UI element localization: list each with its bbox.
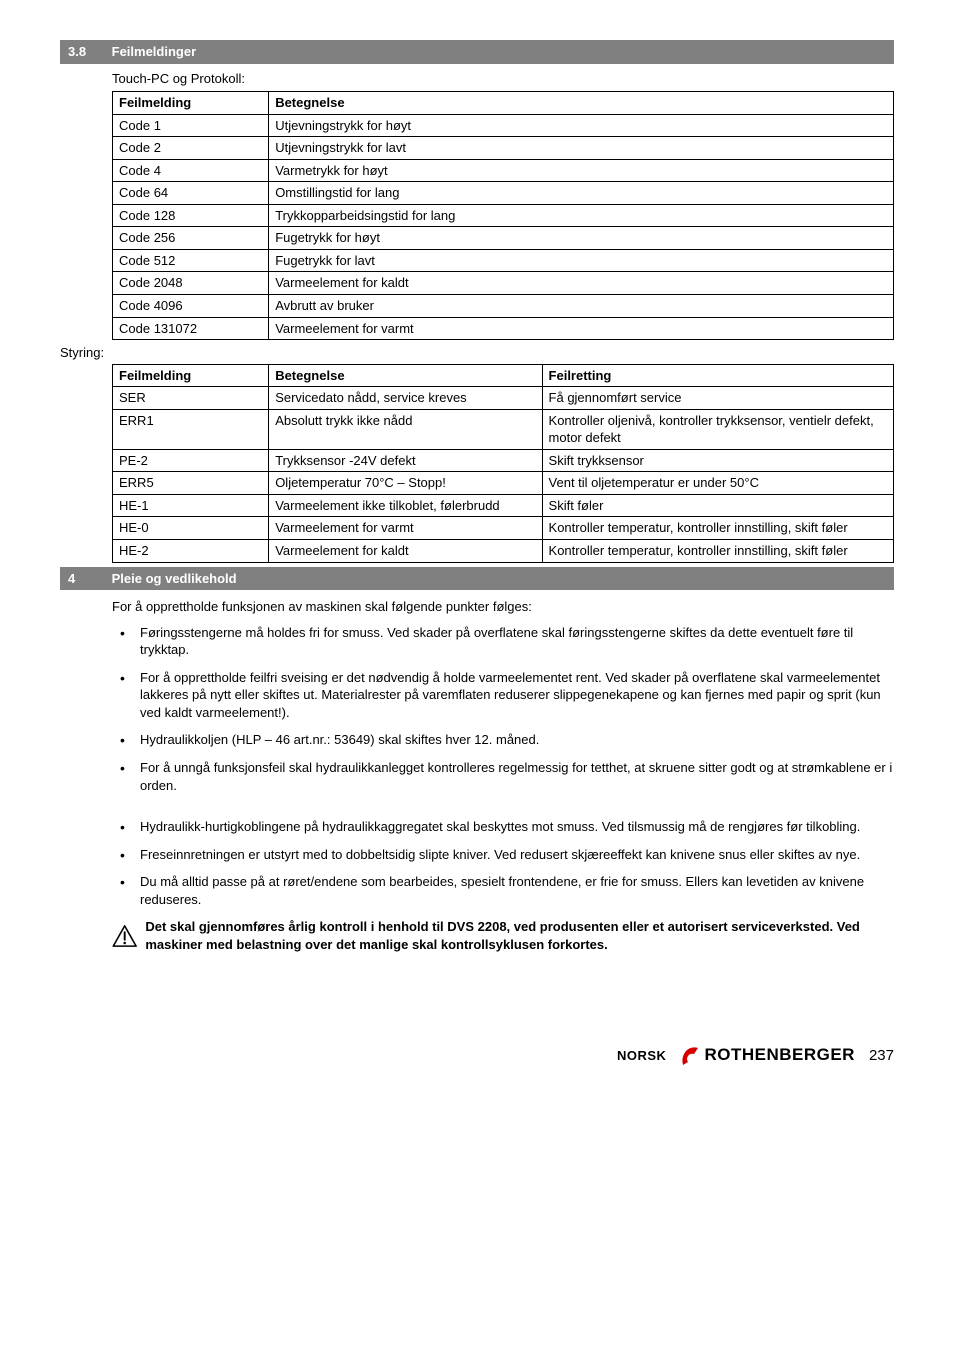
rothenberger-logo: ROTHENBERGER [680,1044,855,1067]
intro-text: For å opprettholde funksjonen av maskine… [112,598,894,616]
page-footer: NORSK ROTHENBERGER 237 [60,1044,894,1067]
table-cell: Trykkopparbeidsingstid for lang [269,204,894,227]
table-row: Code 2048Varmeelement for kaldt [113,272,894,295]
table-cell: Code 4096 [113,295,269,318]
section-header-feilmeldinger: 3.8 Feilmeldinger [60,40,894,64]
table-cell: Fugetrykk for lavt [269,249,894,272]
col-feilmelding: Feilmelding [113,92,269,115]
table-cell: Code 256 [113,227,269,250]
table-cell: Skift trykksensor [542,449,893,472]
footer-language: NORSK [617,1047,666,1065]
table-row: Code 4096Avbrutt av bruker [113,295,894,318]
table-cell: ERR5 [113,472,269,495]
table-cell: Varmeelement for varmt [269,317,894,340]
table-cell: Varmeelement for kaldt [269,540,542,563]
table-row: Code 128Trykkopparbeidsingstid for lang [113,204,894,227]
table-cell: Avbrutt av bruker [269,295,894,318]
table-row: PE-2Trykksensor -24V defektSkift trykkse… [113,449,894,472]
list-item: Hydraulikkoljen (HLP – 46 art.nr.: 53649… [112,731,894,749]
table-row: ERR1Absolutt trykk ikke nåddKontroller o… [113,409,894,449]
table-row: HE-2Varmeelement for kaldtKontroller tem… [113,540,894,563]
table-cell: PE-2 [113,449,269,472]
list-item: Hydraulikk-hurtigkoblingene på hydraulik… [112,818,894,836]
table-row: Code 64Omstillingstid for lang [113,182,894,205]
warning-icon [112,918,137,954]
list-item: For å unngå funksjonsfeil skal hydraulik… [112,759,894,794]
table-cell: HE-1 [113,494,269,517]
table-cell: Omstillingstid for lang [269,182,894,205]
table-cell: HE-0 [113,517,269,540]
table-cell: Skift føler [542,494,893,517]
section-title: Feilmeldinger [112,44,197,59]
section-title: Pleie og vedlikehold [112,571,237,586]
table-row: SERServicedato nådd, service krevesFå gj… [113,387,894,410]
table-cell: Utjevningstrykk for lavt [269,137,894,160]
table-cell: SER [113,387,269,410]
table-cell: Varmeelement for kaldt [269,272,894,295]
table-cell: Kontroller oljenivå, kontroller trykksen… [542,409,893,449]
touchpc-label: Touch-PC og Protokoll: [112,70,894,88]
list-item: Du må alltid passe på at røret/endene so… [112,873,894,908]
list-item: For å opprettholde feilfri sveising er d… [112,669,894,722]
table-row: Code 2Utjevningstrykk for lavt [113,137,894,160]
maintenance-list: Føringsstengerne må holdes fri for smuss… [112,624,894,909]
col-feilretting: Feilretting [542,364,893,387]
col-betegnelse: Betegnelse [269,92,894,115]
table-cell: Code 512 [113,249,269,272]
table-cell: Code 128 [113,204,269,227]
table-cell: Code 64 [113,182,269,205]
table-cell: Code 4 [113,159,269,182]
table-row: ERR5Oljetemperatur 70°C – Stopp!Vent til… [113,472,894,495]
list-item: Freseinnretningen er utstyrt med to dobb… [112,846,894,864]
table-cell: Fugetrykk for høyt [269,227,894,250]
table-cell: Få gjennomført service [542,387,893,410]
table-row: Code 1Utjevningstrykk for høyt [113,114,894,137]
table-cell: Trykksensor -24V defekt [269,449,542,472]
table-row: HE-1Varmeelement ikke tilkoblet, følerbr… [113,494,894,517]
styring-label: Styring: [60,344,894,362]
section-num: 3.8 [68,43,108,61]
section-num: 4 [68,570,108,588]
table-header-row: Feilmelding Betegnelse [113,92,894,115]
table-row: Code 131072Varmeelement for varmt [113,317,894,340]
table-cell: Varmeelement for varmt [269,517,542,540]
logo-icon [680,1045,702,1067]
table-row: Code 256Fugetrykk for høyt [113,227,894,250]
col-feilmelding: Feilmelding [113,364,269,387]
table-header-row: Feilmelding Betegnelse Feilretting [113,364,894,387]
table-cell: Code 131072 [113,317,269,340]
table-cell: Code 1 [113,114,269,137]
table-cell: Vent til oljetemperatur er under 50°C [542,472,893,495]
section-header-pleie: 4 Pleie og vedlikehold [60,567,894,591]
warning-block: Det skal gjennomføres årlig kontroll i h… [112,918,894,954]
table-row: Code 4Varmetrykk for høyt [113,159,894,182]
logo-text: ROTHENBERGER [704,1044,855,1067]
table-cell: Servicedato nådd, service kreves [269,387,542,410]
styring-table: Feilmelding Betegnelse Feilretting SERSe… [112,364,894,563]
table-cell: Code 2 [113,137,269,160]
table-cell: ERR1 [113,409,269,449]
table-cell: Kontroller temperatur, kontroller innsti… [542,517,893,540]
table-cell: Code 2048 [113,272,269,295]
table-cell: Varmeelement ikke tilkoblet, følerbrudd [269,494,542,517]
table-cell: Kontroller temperatur, kontroller innsti… [542,540,893,563]
table-row: HE-0Varmeelement for varmtKontroller tem… [113,517,894,540]
page-number: 237 [869,1046,894,1066]
table-row: Code 512Fugetrykk for lavt [113,249,894,272]
col-betegnelse: Betegnelse [269,364,542,387]
table-cell: Varmetrykk for høyt [269,159,894,182]
table-cell: Utjevningstrykk for høyt [269,114,894,137]
list-item: Føringsstengerne må holdes fri for smuss… [112,624,894,659]
warning-text: Det skal gjennomføres årlig kontroll i h… [145,918,894,953]
table-cell: HE-2 [113,540,269,563]
table-cell: Oljetemperatur 70°C – Stopp! [269,472,542,495]
error-codes-table: Feilmelding Betegnelse Code 1Utjevningst… [112,91,894,340]
table-cell: Absolutt trykk ikke nådd [269,409,542,449]
